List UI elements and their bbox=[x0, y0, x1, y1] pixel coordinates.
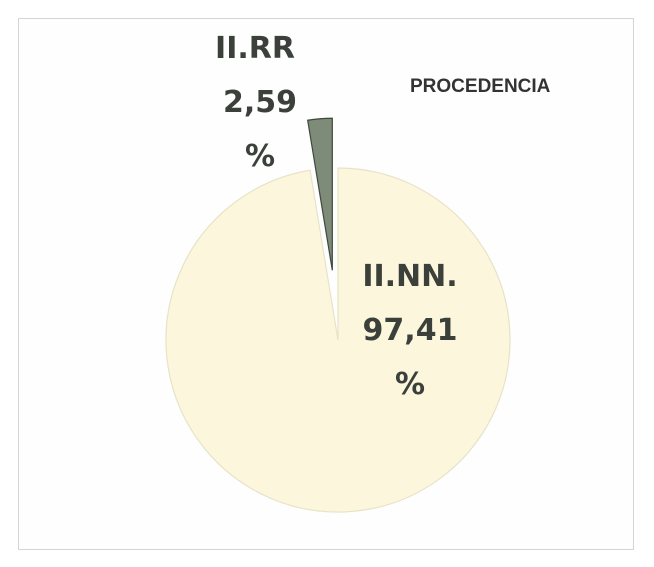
slice-value-label: 97,41 % bbox=[362, 313, 458, 402]
slice-value-label: 2,59 % bbox=[222, 85, 298, 174]
slice-label: II.RR bbox=[215, 31, 295, 66]
pie-slice bbox=[165, 167, 511, 513]
chart-title: PROCEDENCIA bbox=[410, 76, 551, 97]
slice-label: II.NN. bbox=[362, 259, 458, 294]
pie-slice bbox=[306, 117, 333, 271]
